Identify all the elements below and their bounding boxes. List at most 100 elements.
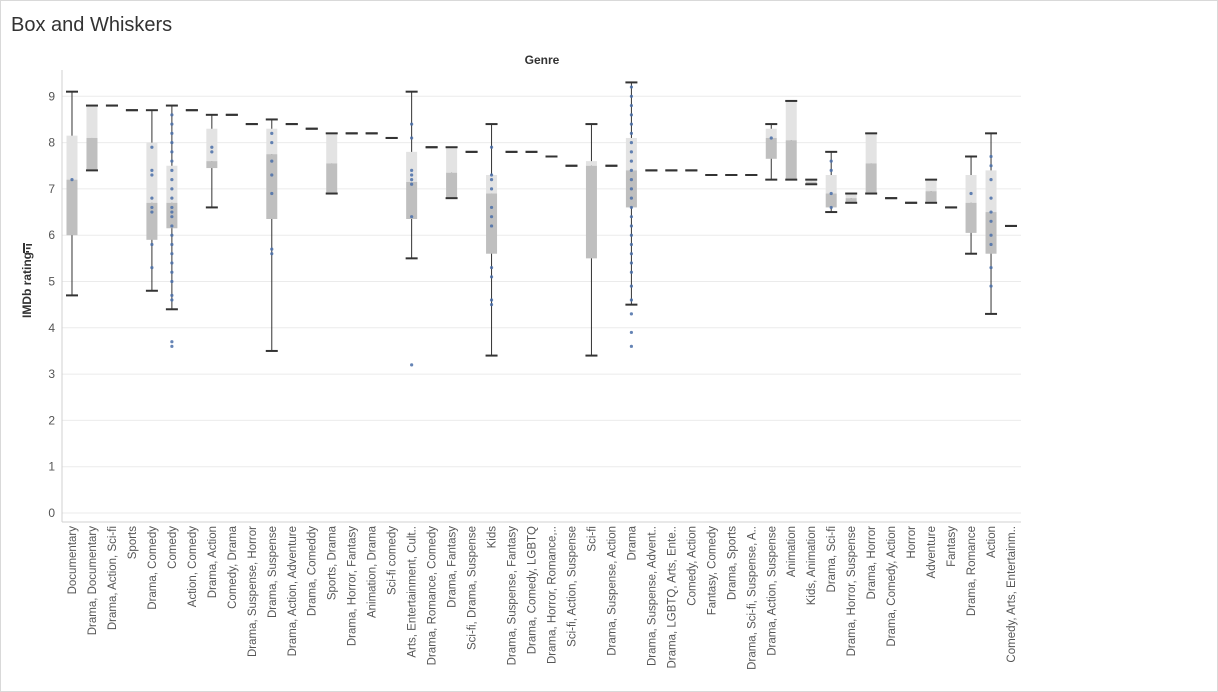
sort-icon[interactable]: [23, 243, 32, 253]
box-plot[interactable]: [985, 132, 998, 315]
box-plot[interactable]: [585, 123, 598, 357]
x-tick-label: Drama, Comedy, Action: [886, 526, 898, 647]
lower-box: [985, 212, 997, 254]
data-point: [270, 173, 274, 177]
x-tick-label: Animation: [786, 526, 798, 577]
box-plot[interactable]: [445, 146, 458, 200]
box-plot[interactable]: [765, 123, 778, 181]
x-tick-label: Sci-fi, Drama, Suspense: [467, 526, 479, 650]
data-point: [629, 205, 634, 210]
lower-box: [406, 181, 418, 219]
data-point: [170, 131, 174, 135]
data-point: [170, 233, 174, 237]
data-point: [629, 113, 634, 117]
x-tick-label: Fantasy, Comedy: [706, 526, 718, 616]
data-point: [170, 187, 174, 191]
data-point: [170, 270, 174, 274]
data-point: [150, 196, 154, 200]
lower-box: [805, 181, 817, 185]
data-point: [489, 173, 494, 177]
x-tick-label: Drama: [626, 525, 638, 560]
data-point: [489, 215, 494, 219]
box-plot[interactable]: [785, 99, 798, 181]
upper-box: [925, 179, 937, 192]
data-point: [170, 168, 174, 172]
data-point: [989, 284, 993, 288]
data-point: [629, 330, 634, 335]
box-plot[interactable]: [325, 132, 338, 195]
x-tick-label: Drama, Romance: [966, 526, 978, 616]
upper-box: [406, 151, 418, 182]
data-point: [150, 242, 154, 247]
data-point: [150, 145, 154, 149]
x-tick-label: Sci-fi, Action, Suspense: [566, 526, 578, 647]
x-tick-label: Documentary: [67, 526, 79, 595]
box-plot[interactable]: [65, 90, 78, 297]
lower-box: [585, 165, 597, 259]
data-point: [989, 164, 993, 168]
y-tick-label: 4: [48, 321, 55, 335]
box-layer: [65, 81, 1018, 357]
upper-box: [86, 105, 98, 138]
data-point: [629, 94, 634, 98]
x-tick-label: Drama, Horror, Romance,..: [546, 526, 558, 664]
data-point: [170, 205, 174, 210]
x-tick-label: Sports, Drama: [327, 525, 339, 600]
lower-box: [965, 202, 977, 233]
box-plot[interactable]: [845, 192, 858, 204]
data-point: [170, 150, 174, 154]
upper-box: [166, 165, 178, 203]
box-plot[interactable]: [85, 104, 98, 172]
data-point: [629, 344, 634, 348]
box-plot[interactable]: [805, 178, 818, 186]
data-point: [629, 215, 634, 219]
data-point: [989, 196, 993, 200]
data-point: [489, 178, 494, 182]
x-tick-label: Comedy, Arts, Entertainm..: [1006, 526, 1018, 663]
data-point: [489, 298, 494, 302]
data-point: [489, 303, 494, 307]
data-point: [270, 159, 274, 163]
box-plot[interactable]: [865, 132, 878, 195]
x-tick-label: Drama, Action: [207, 526, 219, 598]
box-plot[interactable]: [965, 155, 978, 255]
data-point: [170, 224, 174, 228]
data-point: [170, 159, 174, 163]
box-plot[interactable]: [925, 178, 938, 204]
data-point: [170, 261, 174, 265]
data-point: [629, 284, 634, 288]
column-header: Genre: [525, 53, 560, 67]
y-tick-label: 1: [48, 460, 55, 474]
data-point: [270, 252, 274, 256]
box-plot[interactable]: [485, 123, 498, 357]
x-tick-label: Sci-fi comedy: [387, 526, 399, 595]
box-plot[interactable]: [145, 109, 158, 292]
x-tick-label: Kids: [487, 526, 499, 549]
x-tick-label: Drama, Sci-fi: [826, 526, 838, 592]
data-point: [170, 293, 174, 297]
x-tick-label: Drama, Comeddy: [307, 526, 319, 616]
x-tick-label: Drama, Romance, Comedy: [427, 526, 439, 666]
x-tick-label: Sports: [127, 526, 139, 559]
box-plot[interactable]: [205, 113, 218, 209]
data-point: [629, 252, 634, 256]
data-point: [150, 210, 154, 214]
data-point: [629, 150, 634, 154]
data-point: [629, 298, 634, 302]
data-point: [170, 113, 174, 117]
upper-box: [146, 142, 158, 203]
x-tick-label: Kids, Animation: [806, 526, 818, 605]
x-tick-label: Fantasy: [946, 526, 958, 567]
lower-box: [925, 191, 937, 203]
data-point: [270, 247, 274, 251]
data-point: [629, 242, 634, 247]
x-tick-label: Arts, Entertainment, Cult..: [407, 526, 419, 658]
axis-layer: 0 1 2 3 4 5 6 7 8 9 Documentary Drama, Documentary D…: [48, 70, 1021, 670]
lower-box: [326, 163, 338, 194]
grid-layer: [62, 95, 1021, 514]
point-layer: [70, 85, 993, 367]
x-tick-label: Drama, Suspense, Horror: [247, 526, 259, 657]
data-point: [629, 233, 634, 237]
data-point: [629, 261, 634, 265]
